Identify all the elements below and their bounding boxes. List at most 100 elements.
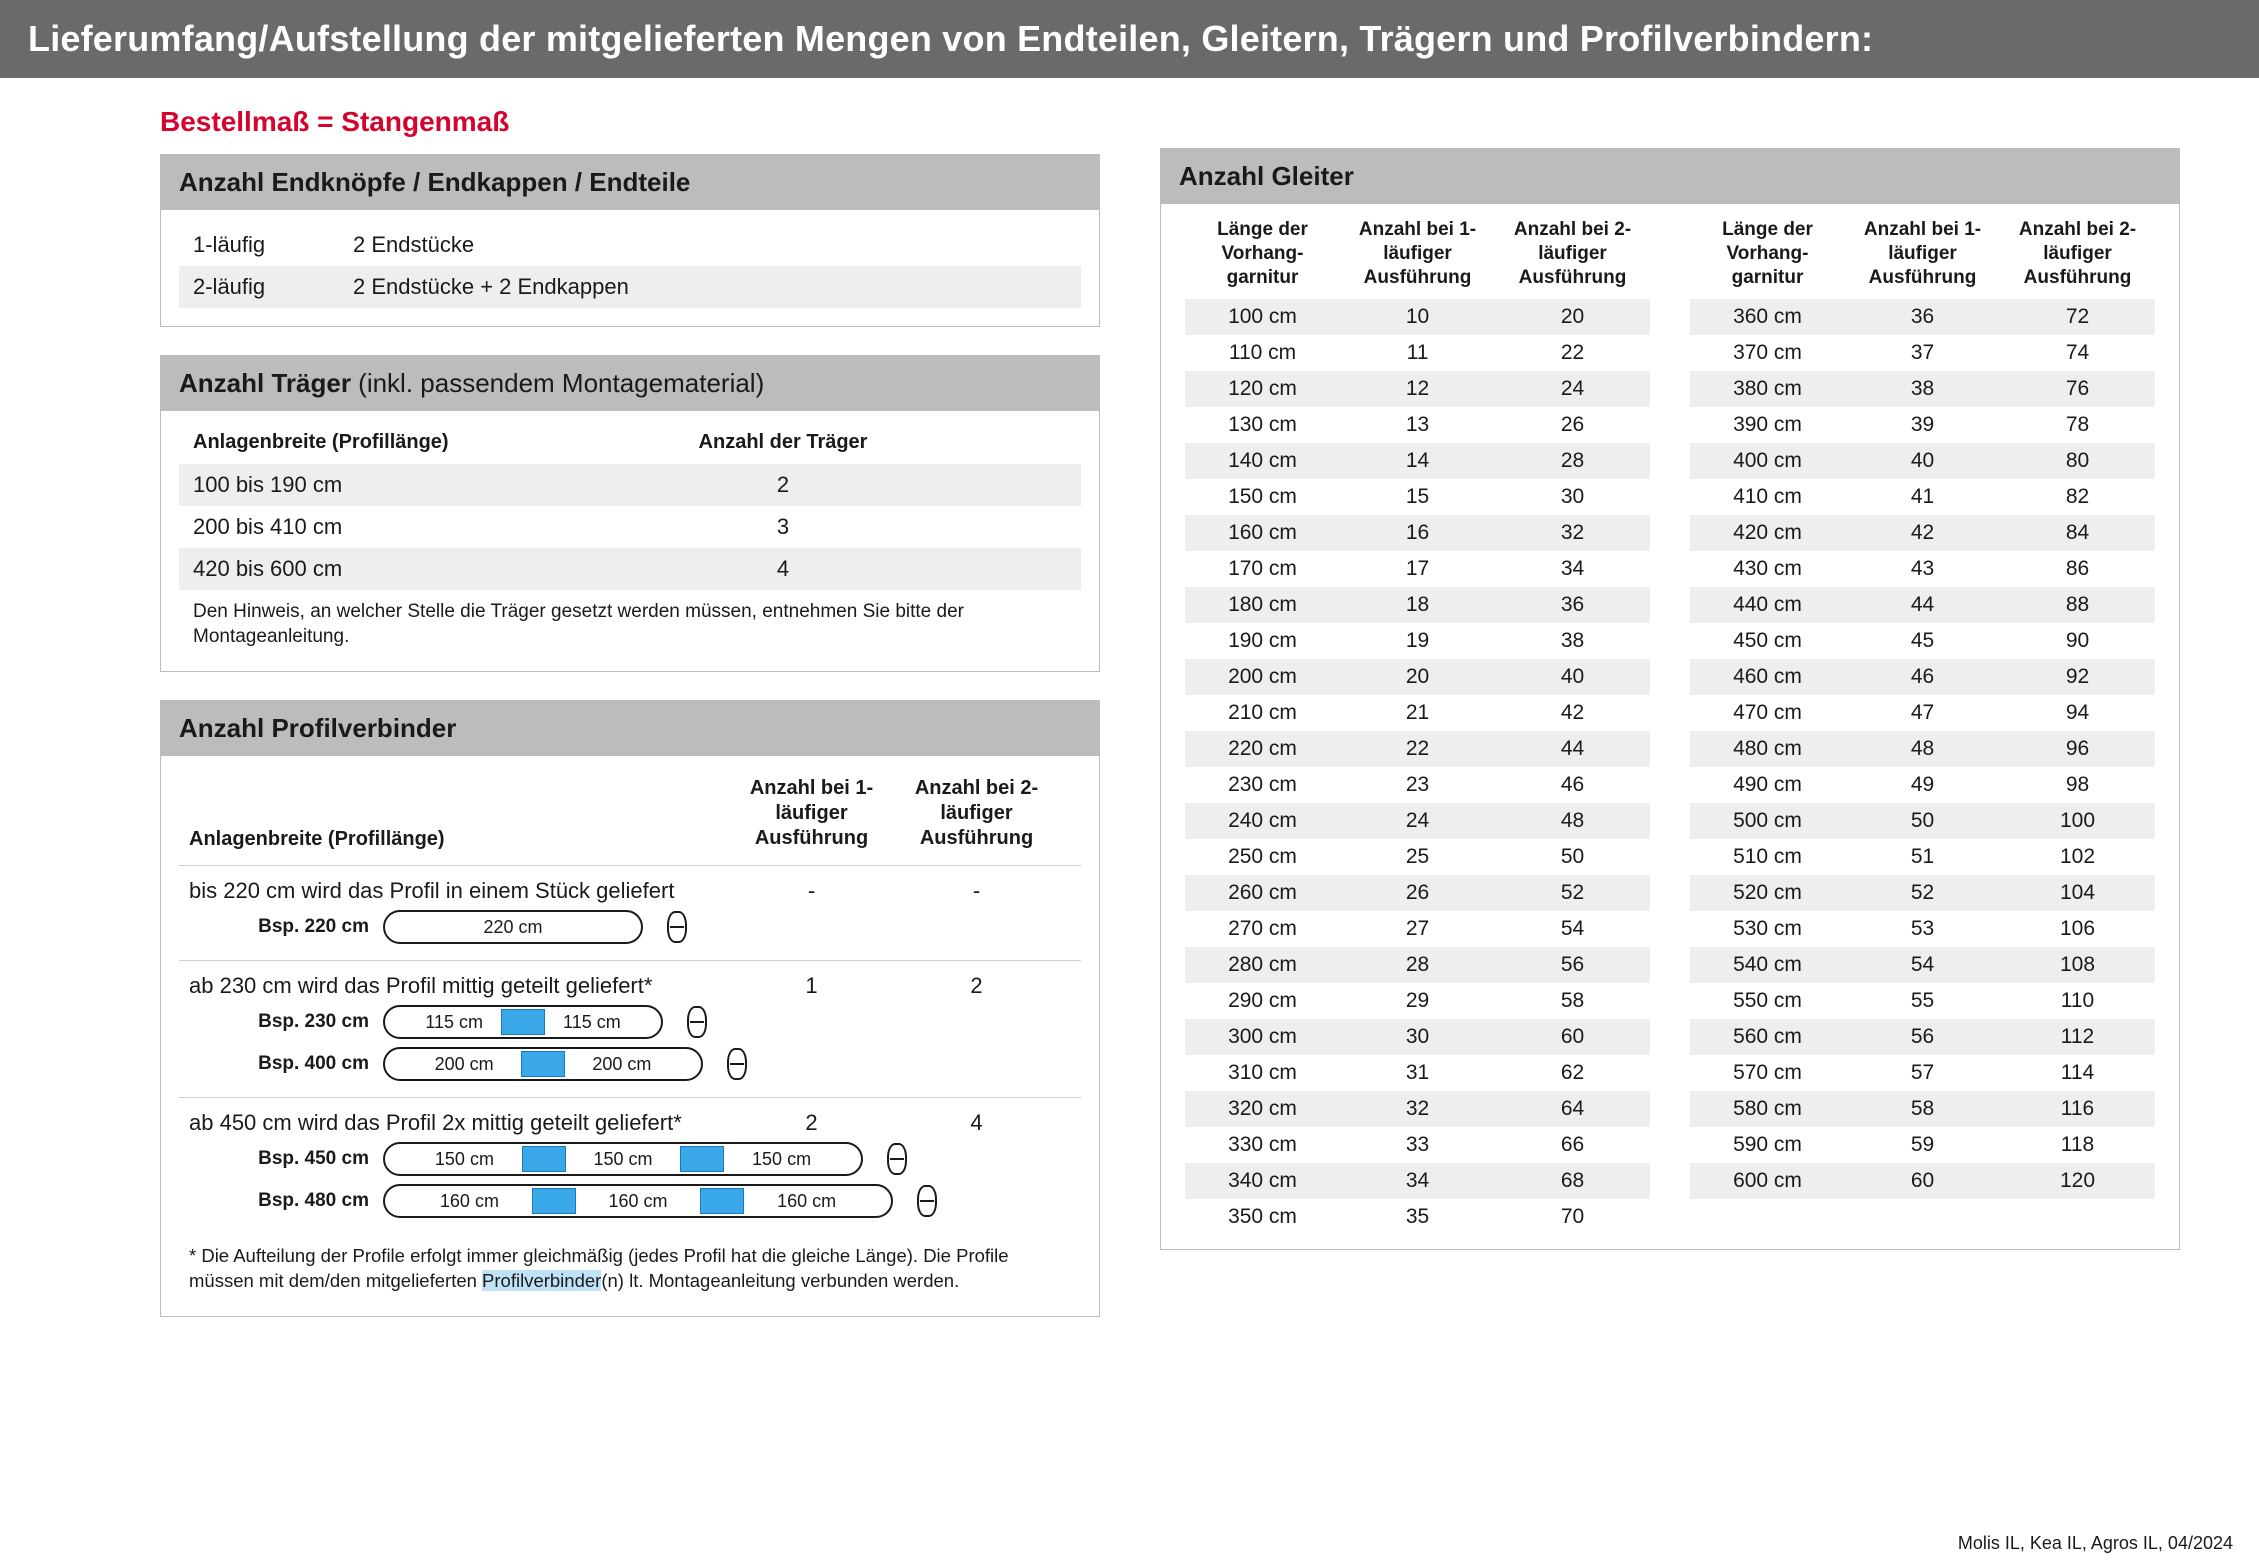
gleiter-row: 570 cm57114 [1690, 1055, 2155, 1091]
gl-b: 94 [2000, 701, 2155, 725]
gleiter-row: 190 cm1938 [1185, 623, 1650, 659]
profile-bar: 160 cm160 cm160 cm [383, 1184, 893, 1218]
gl-len: 480 cm [1690, 737, 1845, 761]
gl-a: 13 [1340, 413, 1495, 437]
gl-h-a2: Anzahl bei 1-läufiger Ausführung [1845, 218, 2000, 289]
gl-b: 104 [2000, 881, 2155, 905]
gl-len: 250 cm [1185, 845, 1340, 869]
pv-num-a: 1 [729, 973, 894, 999]
gl-a: 24 [1340, 809, 1495, 833]
pv-num-a: 2 [729, 1110, 894, 1136]
gl-b: 112 [2000, 1025, 2155, 1049]
gl-len: 190 cm [1185, 629, 1340, 653]
gleiter-row: 200 cm2040 [1185, 659, 1650, 695]
gl-b: 116 [2000, 1097, 2155, 1121]
gleiter-row: 400 cm4080 [1690, 443, 2155, 479]
gl-a: 21 [1340, 701, 1495, 725]
gl-a: 33 [1340, 1133, 1495, 1157]
profile-segment: 220 cm [385, 917, 641, 938]
gl-len: 390 cm [1690, 413, 1845, 437]
gl-len: 280 cm [1185, 953, 1340, 977]
gl-b: 72 [2000, 305, 2155, 329]
gl-len: 510 cm [1690, 845, 1845, 869]
gl-a: 26 [1340, 881, 1495, 905]
gl-b: 68 [1495, 1169, 1650, 1193]
gl-a: 54 [1845, 953, 2000, 977]
connector-icon [501, 1009, 544, 1035]
traeger-row: 420 bis 600 cm4 [179, 548, 1081, 590]
section-gleiter: Anzahl Gleiter Länge der Vorhang- garnit… [1160, 148, 2180, 1250]
profile-segment: 200 cm [385, 1054, 543, 1075]
gl-h-a: Anzahl bei 1-läufiger Ausführung [1340, 218, 1495, 289]
gl-a: 19 [1340, 629, 1495, 653]
endteile-title: Anzahl Endknöpfe / Endkappen / Endteile [179, 167, 690, 197]
gl-len: 310 cm [1185, 1061, 1340, 1085]
gl-a: 58 [1845, 1097, 2000, 1121]
profile-bar: 115 cm115 cm [383, 1005, 663, 1039]
gleiter-row: 270 cm2754 [1185, 911, 1650, 947]
gl-len: 130 cm [1185, 413, 1340, 437]
gl-len: 120 cm [1185, 377, 1340, 401]
gl-a: 55 [1845, 989, 2000, 1013]
gl-a: 45 [1845, 629, 2000, 653]
gl-b: 64 [1495, 1097, 1650, 1121]
gl-len: 450 cm [1690, 629, 1845, 653]
gl-b: 96 [2000, 737, 2155, 761]
gl-a: 25 [1340, 845, 1495, 869]
gl-a: 14 [1340, 449, 1495, 473]
pv-title: Anzahl Profilverbinder [179, 713, 456, 743]
gl-b: 88 [2000, 593, 2155, 617]
traeger-c1: 200 bis 410 cm [193, 514, 673, 540]
gl-b: 114 [2000, 1061, 2155, 1085]
pv-foot-post: (n) lt. Montageanleitung verbunden werde… [601, 1270, 959, 1291]
gl-a: 10 [1340, 305, 1495, 329]
gl-a: 40 [1845, 449, 2000, 473]
gl-len: 340 cm [1185, 1169, 1340, 1193]
gl-len: 380 cm [1690, 377, 1845, 401]
gleiter-body: Länge der Vorhang- garnitur Anzahl bei 1… [1161, 204, 2179, 1249]
pv-num-b: 4 [894, 1110, 1059, 1136]
gl-len: 570 cm [1690, 1061, 1845, 1085]
gl-b: 108 [2000, 953, 2155, 977]
traeger-row: 100 bis 190 cm2 [179, 464, 1081, 506]
gl-b: 42 [1495, 701, 1650, 725]
gl-len: 580 cm [1690, 1097, 1845, 1121]
gl-len: 210 cm [1185, 701, 1340, 725]
gleiter-row: 160 cm1632 [1185, 515, 1650, 551]
gl-a: 60 [1845, 1169, 2000, 1193]
gl-a: 41 [1845, 485, 2000, 509]
gl-b: 52 [1495, 881, 1650, 905]
gl-h-l: Länge der Vorhang- garnitur [1185, 218, 1340, 289]
gl-len: 360 cm [1690, 305, 1845, 329]
gleiter-row: 300 cm3060 [1185, 1019, 1650, 1055]
pv-foot-hl: Profilverbinder [482, 1270, 601, 1291]
section-header-gleiter: Anzahl Gleiter [1161, 149, 2179, 204]
gl-b: 24 [1495, 377, 1650, 401]
gleiter-row: 360 cm3672 [1690, 299, 2155, 335]
pv-desc: ab 230 cm wird das Profil mittig geteilt… [189, 973, 729, 999]
gl-a: 56 [1845, 1025, 2000, 1049]
section-traeger: Anzahl Träger (inkl. passendem Montagema… [160, 355, 1100, 672]
gl-a: 15 [1340, 485, 1495, 509]
gl-len: 420 cm [1690, 521, 1845, 545]
profile-segment: 160 cm [385, 1191, 554, 1212]
traeger-title-rest: (inkl. passendem Montagematerial) [351, 368, 764, 398]
gl-b: 102 [2000, 845, 2155, 869]
gl-a: 38 [1845, 377, 2000, 401]
gl-len: 550 cm [1690, 989, 1845, 1013]
traeger-title-bold: Anzahl Träger [179, 368, 351, 398]
gl-b: 66 [1495, 1133, 1650, 1157]
gleiter-row: 150 cm1530 [1185, 479, 1650, 515]
profile-segment: 160 cm [722, 1191, 891, 1212]
gl-len: 240 cm [1185, 809, 1340, 833]
traeger-body: Anlagenbreite (Profillänge) Anzahl der T… [161, 411, 1099, 671]
pv-bsp-label: Bsp. 230 cm [239, 1011, 369, 1033]
gl-a: 48 [1845, 737, 2000, 761]
gl-h-b2: Anzahl bei 2-läufiger Ausführung [2000, 218, 2155, 289]
gleiter-row: 420 cm4284 [1690, 515, 2155, 551]
gl-len: 140 cm [1185, 449, 1340, 473]
pv-block: ab 450 cm wird das Profil 2x mittig gete… [179, 1097, 1081, 1234]
gleiter-row: 540 cm54108 [1690, 947, 2155, 983]
pv-block: bis 220 cm wird das Profil in einem Stüc… [179, 865, 1081, 960]
gl-a: 36 [1845, 305, 2000, 329]
